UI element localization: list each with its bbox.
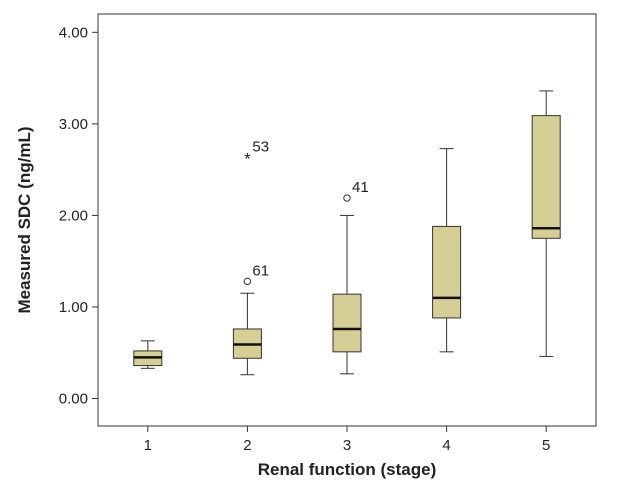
y-tick-label: 1.00 <box>59 299 88 316</box>
box-iqr <box>332 293 362 353</box>
box-stage-5 <box>531 90 561 357</box>
box-stage-4 <box>432 148 462 353</box>
y-tick-label: 4.00 <box>59 24 88 41</box>
x-axis-title: Renal function (stage) <box>258 460 437 479</box>
outlier-label: 53 <box>252 139 269 156</box>
x-axis: 1 2 3 4 5 <box>144 426 550 454</box>
y-axis-title: Measured SDC (ng/mL) <box>15 126 34 313</box>
outliers: *53 61 41 <box>243 139 369 286</box>
boxes <box>133 90 561 376</box>
x-tick-label: 1 <box>144 437 152 454</box>
box-stage-3 <box>332 214 362 375</box>
outlier-label: 61 <box>252 262 269 279</box>
outlier-label: 41 <box>352 179 369 196</box>
y-axis: 0.00 1.00 2.00 3.00 4.00 <box>59 24 98 408</box>
x-tick-label: 3 <box>343 437 351 454</box>
x-tick-label: 4 <box>442 437 450 454</box>
box-iqr <box>432 225 462 319</box>
x-tick-label: 5 <box>542 437 550 454</box>
outlier-circle <box>243 277 252 286</box>
y-tick-label: 3.00 <box>59 116 88 133</box>
outlier-star: * <box>244 150 251 169</box>
y-tick-label: 0.00 <box>59 391 88 408</box>
x-tick-label: 2 <box>243 437 251 454</box>
y-tick-label: 2.00 <box>59 207 88 224</box>
box-stage-2 <box>232 292 262 376</box>
outlier-circle <box>343 194 351 202</box>
plot-area: 0.00 1.00 2.00 3.00 4.00 1 2 3 4 5 *53 61 41 <box>59 13 597 454</box>
box-stage-1 <box>133 340 163 369</box>
box-iqr <box>531 115 561 239</box>
